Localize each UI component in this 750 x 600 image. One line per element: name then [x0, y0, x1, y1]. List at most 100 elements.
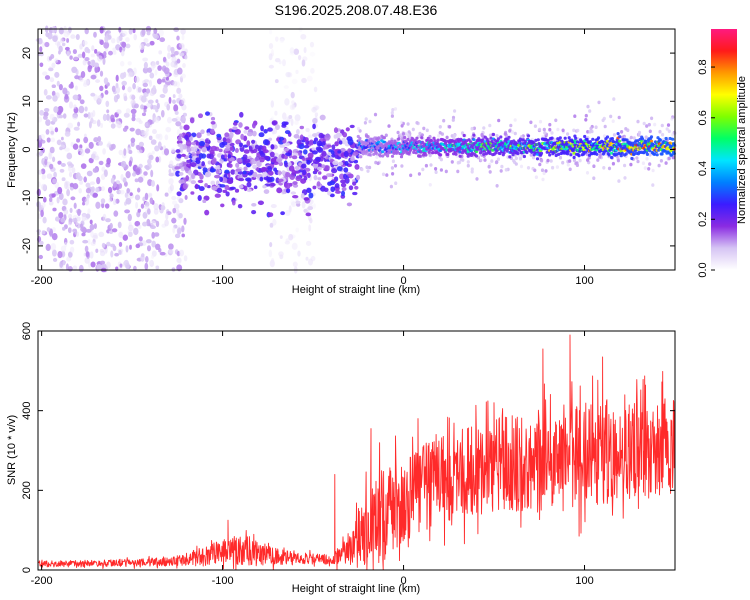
spectrogram-cell: [73, 104, 77, 109]
spectrogram-cell: [586, 130, 590, 134]
spectrogram-cell: [224, 132, 230, 137]
snr-y-axis-title: SNR (10 * v/v): [6, 415, 18, 485]
spectrogram-cell: [285, 71, 291, 78]
spectrogram-cell: [151, 61, 157, 69]
spectrogram-cell: [650, 116, 654, 121]
spectrogram-cell: [72, 114, 78, 120]
spectrogram-cell: [324, 133, 331, 141]
spectrogram-cell: [251, 122, 256, 129]
spectrogram-cell: [98, 141, 103, 146]
spectrogram-cell: [100, 173, 106, 181]
spectrogram-cell: [295, 129, 300, 135]
snr-line: [37, 334, 676, 571]
spectrogram-cell: [127, 86, 132, 93]
spectrogram-cell: [80, 149, 85, 157]
spectrogram-cell: [648, 153, 652, 157]
spectrogram-cell: [598, 155, 602, 159]
spectrogram-cell: [173, 51, 179, 56]
spectrogram-cell: [315, 146, 322, 152]
spectrogram-cell: [184, 134, 189, 140]
spectrogram-cell: [434, 170, 438, 174]
spectrogram-cell: [308, 224, 312, 232]
spectrogram-cell: [125, 108, 131, 114]
spectrogram-cell: [220, 154, 225, 160]
spectrogram-cell: [121, 41, 127, 48]
spectrogram-cell: [178, 93, 183, 99]
spectrogram-cell: [614, 152, 619, 156]
spectrogram-cell: [92, 192, 98, 197]
spectrogram-cell: [75, 34, 80, 40]
spectrogram-cell: [237, 171, 244, 175]
spectrogram-cell: [535, 157, 540, 161]
spectrogram-cell: [340, 190, 346, 197]
spectrogram-cell: [568, 167, 572, 172]
spectrogram-cell: [180, 73, 187, 79]
spectrogram-cell: [502, 151, 506, 155]
spectrogram-cell: [178, 212, 183, 219]
spectrogram-cell: [640, 137, 645, 141]
spectrogram-cell: [334, 154, 339, 159]
spectrogram-cell: [297, 55, 302, 61]
spectrogram-cell: [420, 136, 424, 140]
spectrogram-cell: [429, 163, 433, 167]
spectrogram-cell: [305, 256, 309, 261]
spectrogram-cell: [474, 141, 478, 145]
spectrogram-cell: [68, 83, 74, 89]
spectrogram-cell: [62, 226, 66, 231]
spectrogram-cell: [91, 45, 95, 52]
spectrogram-y-axis-title: Frequency (Hz): [6, 112, 18, 188]
spectrogram-cell: [96, 176, 101, 185]
spectrogram-cell: [148, 135, 153, 141]
spectrogram-cell: [585, 171, 590, 175]
spectrogram-cell: [278, 251, 284, 257]
spectrogram-cell: [145, 43, 151, 47]
spectrogram-cell: [294, 170, 301, 174]
spectrogram-cell: [484, 152, 488, 156]
spectrogram-cell: [312, 117, 318, 124]
spectrogram-cell: [115, 86, 121, 94]
spectrogram-cell: [386, 154, 390, 158]
spectrogram-cell: [331, 144, 336, 151]
spectrogram-cell: [171, 117, 178, 122]
spectrogram-cell: [540, 158, 544, 163]
spectrogram-cell: [267, 127, 273, 132]
spectrogram-cell: [228, 157, 235, 162]
spectrogram-cell: [495, 134, 499, 138]
spectrogram-cell: [165, 61, 170, 67]
spectrogram-cell: [537, 142, 541, 146]
spectrogram-cell: [285, 182, 291, 189]
spectrogram-cell: [83, 136, 89, 144]
spectrogram-cell: [274, 79, 279, 84]
spectrogram-cell: [381, 150, 385, 154]
spectrogram-cell: [291, 78, 298, 85]
spectrogram-cell: [645, 124, 649, 128]
spectrogram-cell: [147, 158, 152, 165]
spectrogram-cell: [41, 230, 46, 235]
spectrogram-cell: [82, 239, 89, 244]
spectrogram-cell: [642, 121, 646, 126]
spectrogram-cell: [68, 101, 74, 109]
spectrogram-cell: [91, 120, 97, 125]
spectrogram-cell: [618, 139, 622, 143]
spectrogram-cell: [89, 219, 93, 225]
spectrogram-cell: [270, 258, 275, 263]
spectrogram-cell: [168, 168, 172, 174]
spectrogram-cell: [589, 126, 593, 131]
spectrogram-cell: [44, 75, 51, 80]
spectrogram-cell: [140, 104, 145, 110]
spectrogram-cell: [554, 153, 558, 158]
spectrogram-cell: [291, 155, 298, 160]
spectrogram-cell: [148, 79, 153, 87]
spectrogram-cell: [390, 114, 394, 118]
spectrogram-cell: [529, 153, 533, 157]
spectrogram-cell: [301, 59, 306, 67]
spectrogram-cell: [156, 184, 160, 192]
spectrogram-cell: [169, 184, 174, 192]
spectrogram-cell: [240, 133, 245, 140]
spectrogram-cell: [409, 173, 413, 178]
spectrogram-cell: [87, 238, 91, 245]
spectrogram-cell: [269, 29, 273, 35]
spectrogram-cell: [57, 186, 63, 195]
spectrogram-cell: [558, 155, 563, 160]
spectrogram-cell: [170, 147, 176, 153]
